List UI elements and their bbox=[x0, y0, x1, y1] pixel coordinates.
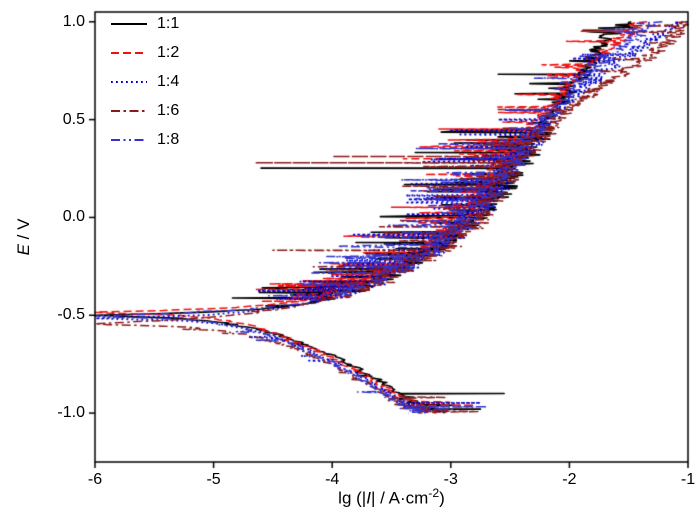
y-tick-label: -1.0 bbox=[57, 404, 85, 422]
legend-line-icon bbox=[111, 109, 147, 112]
x-axis-title-prefix: lg (| bbox=[338, 488, 367, 508]
legend-label: 1:1 bbox=[157, 14, 180, 32]
x-axis-title: lg (|I| / A·cm-2) bbox=[95, 486, 688, 509]
y-tick-label: -0.5 bbox=[57, 306, 85, 324]
legend-line-icon bbox=[111, 51, 147, 54]
legend-item: 1:2 bbox=[110, 43, 179, 62]
legend-item: 1:8 bbox=[110, 130, 179, 149]
y-axis-title-symbol: E bbox=[14, 244, 33, 256]
y-tick-label: 0.0 bbox=[62, 208, 85, 226]
legend: 1:1 1:2 1:4 1:6 1:8 bbox=[110, 14, 179, 149]
legend-line-icon bbox=[111, 138, 147, 141]
x-tick-label: -4 bbox=[325, 471, 340, 488]
x-tick-label: -6 bbox=[87, 471, 103, 488]
x-tick-label: -5 bbox=[206, 471, 221, 488]
legend-item: 1:1 bbox=[110, 14, 179, 33]
legend-label: 1:2 bbox=[157, 43, 180, 61]
x-tick-label: -1 bbox=[680, 471, 696, 488]
x-tick-label: -2 bbox=[562, 471, 577, 488]
x-axis-title-suffix: ) bbox=[439, 488, 445, 508]
y-axis-title-unit: / V bbox=[14, 218, 33, 245]
legend-label: 1:6 bbox=[157, 101, 180, 119]
x-axis-title-exponent: -2 bbox=[428, 486, 440, 500]
legend-item: 1:6 bbox=[110, 101, 179, 120]
legend-label: 1:8 bbox=[157, 130, 180, 148]
y-tick-label: 0.5 bbox=[62, 110, 85, 128]
x-axis-title-symbol: I bbox=[366, 488, 371, 508]
x-tick-label: -3 bbox=[443, 471, 458, 488]
legend-item: 1:4 bbox=[110, 72, 179, 91]
y-tick-label: 1.0 bbox=[62, 12, 85, 30]
x-axis-title-unit: | / A·cm bbox=[370, 488, 429, 508]
legend-line-icon bbox=[111, 22, 147, 25]
y-axis-title: E / V bbox=[14, 219, 34, 256]
legend-label: 1:4 bbox=[157, 72, 180, 90]
legend-line-icon bbox=[111, 80, 147, 83]
